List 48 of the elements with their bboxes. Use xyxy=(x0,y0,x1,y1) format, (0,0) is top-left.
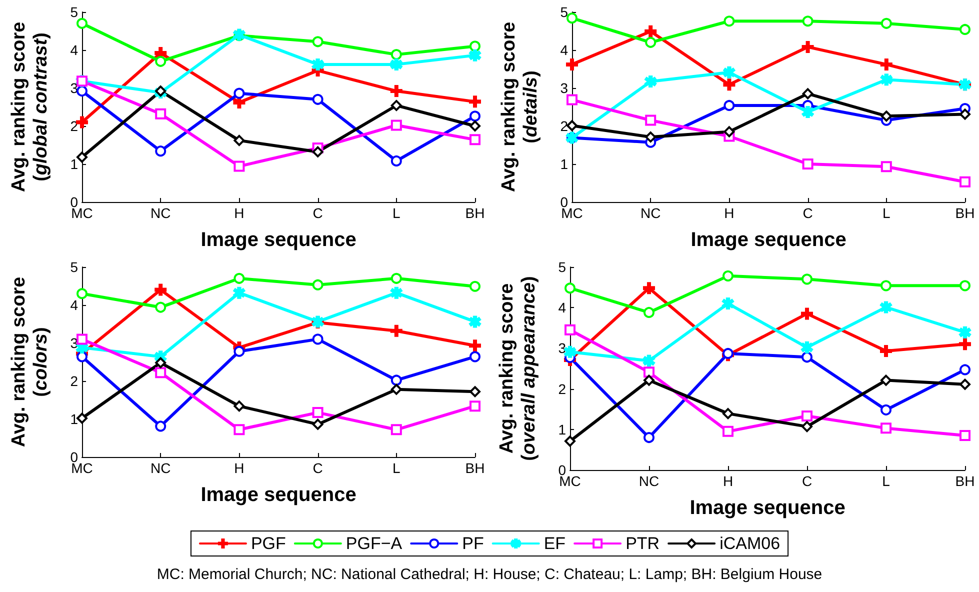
x-axis-title: Image sequence xyxy=(200,229,356,251)
y-axis-title: Avg. ranking score (overall appearance) xyxy=(496,276,540,461)
y-tick-label: 5 xyxy=(70,4,78,20)
x-tick-label: NC xyxy=(150,460,171,476)
x-tick-label: C xyxy=(802,473,812,489)
x-tick-label: C xyxy=(312,205,323,221)
x-tick-label: BH xyxy=(955,473,975,489)
y-tick-label: 5 xyxy=(560,4,568,20)
legend-label: PGF−A xyxy=(346,534,403,553)
y-tick-label: 1 xyxy=(70,156,78,172)
y-tick-label: 5 xyxy=(558,259,566,275)
x-tick-label: H xyxy=(724,205,734,221)
x-tick-label: BH xyxy=(465,205,485,221)
x-axis-title: Image sequence xyxy=(200,484,356,506)
legend-label: EF xyxy=(544,534,566,553)
x-tick-label: L xyxy=(392,460,400,476)
y-tick-label: 1 xyxy=(558,421,566,438)
x-tick-label: NC xyxy=(150,205,171,221)
y-tick-label: 2 xyxy=(560,118,568,134)
y-tick-label: 4 xyxy=(560,42,568,58)
y-tick-label: 5 xyxy=(70,259,78,275)
x-tick-label: C xyxy=(802,205,813,221)
y-tick-label: 1 xyxy=(70,411,78,427)
y-tick-label: 3 xyxy=(560,80,568,96)
x-tick-label: L xyxy=(392,205,400,221)
x-axis-title: Image sequence xyxy=(690,497,846,519)
legend-label: PTR xyxy=(626,534,660,553)
x-tick-label: L xyxy=(882,473,890,489)
x-tick-label: H xyxy=(234,205,244,221)
x-tick-label: BH xyxy=(465,460,485,476)
y-tick-label: 2 xyxy=(70,373,78,389)
y-tick-label: 4 xyxy=(70,297,78,313)
text: MC: Memorial Church; NC: National Cathedral; H: House; C: Chateau; L: Lamp; BH: Belgium House xyxy=(156,566,822,583)
x-axis-title: Image sequence xyxy=(690,229,846,251)
x-tick-label: H xyxy=(234,460,244,476)
legend-label: PF xyxy=(462,534,484,553)
legend-label: iCAM06 xyxy=(720,534,780,553)
y-tick-label: 2 xyxy=(558,380,566,397)
x-tick-label: NC xyxy=(640,205,661,221)
x-tick-label: H xyxy=(722,473,734,489)
x-tick-label: L xyxy=(882,205,890,221)
y-tick-label: 4 xyxy=(558,300,566,316)
x-tick-label: BH xyxy=(955,205,975,221)
y-tick-label: 1 xyxy=(560,156,568,172)
legend-label: PGF xyxy=(250,534,286,553)
x-tick-label: C xyxy=(312,460,323,476)
y-tick-label: 4 xyxy=(70,42,78,58)
x-tick-label: NC xyxy=(638,473,660,489)
